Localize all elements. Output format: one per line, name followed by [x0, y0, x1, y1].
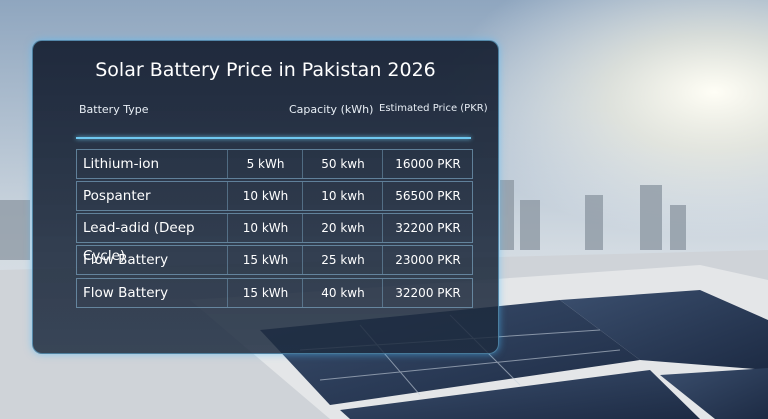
table-cell: 16000 PKR — [382, 150, 473, 178]
table-cell: 56500 PKR — [382, 182, 473, 210]
table-cell: 25 kwh — [302, 246, 383, 274]
table-cell: 15 kWh — [227, 279, 303, 307]
table-cell: Pospanter — [83, 188, 151, 204]
column-header: Estimated Price (PKR) — [379, 103, 488, 114]
table-row: Flow Battery 15 kWh 25 kwh 23000 PKR — [76, 245, 473, 275]
table-cell: 10 kWh — [227, 182, 303, 210]
table-cell: Lithium-ion — [83, 156, 160, 172]
table-cell: Flow Battery — [83, 252, 169, 268]
table-cell: Lead-adid (Deep Cycle) — [83, 220, 195, 264]
table-row: Pospanter 10 kWh 10 kwh 56500 PKR — [76, 181, 473, 211]
table-cell: 50 kwh — [302, 150, 383, 178]
column-header: Capacity (kWh) — [289, 103, 374, 116]
table-cell: 32200 PKR — [382, 214, 473, 242]
title: Solar Battery Price in Pakistan 2026 — [95, 59, 436, 81]
table-panel: Solar Battery Price in Pakistan 2026 Bat… — [32, 40, 499, 354]
table-row: Lithium-ion 5 kWh 50 kwh 16000 PKR — [76, 149, 473, 179]
separator — [76, 137, 471, 139]
table-row: Flow Battery 15 kWh 40 kwh 32200 PKR — [76, 278, 473, 308]
table-cell: 32200 PKR — [382, 279, 473, 307]
table-cell: 20 kwh — [302, 214, 383, 242]
table-cell: 15 kWh — [227, 246, 303, 274]
table-row: Lead-adid (Deep Cycle) 10 kWh 20 kwh 32200 … — [76, 213, 473, 264]
column-header: Battery Type — [79, 103, 149, 116]
table-cell: 10 kWh — [227, 214, 303, 242]
table-cell: 5 kWh — [227, 150, 303, 178]
table-cell: Flow Battery — [83, 285, 169, 301]
table-cell: 10 kwh — [302, 182, 383, 210]
table-cell: 40 kwh — [302, 279, 383, 307]
table-cell: 23000 PKR — [382, 246, 473, 274]
